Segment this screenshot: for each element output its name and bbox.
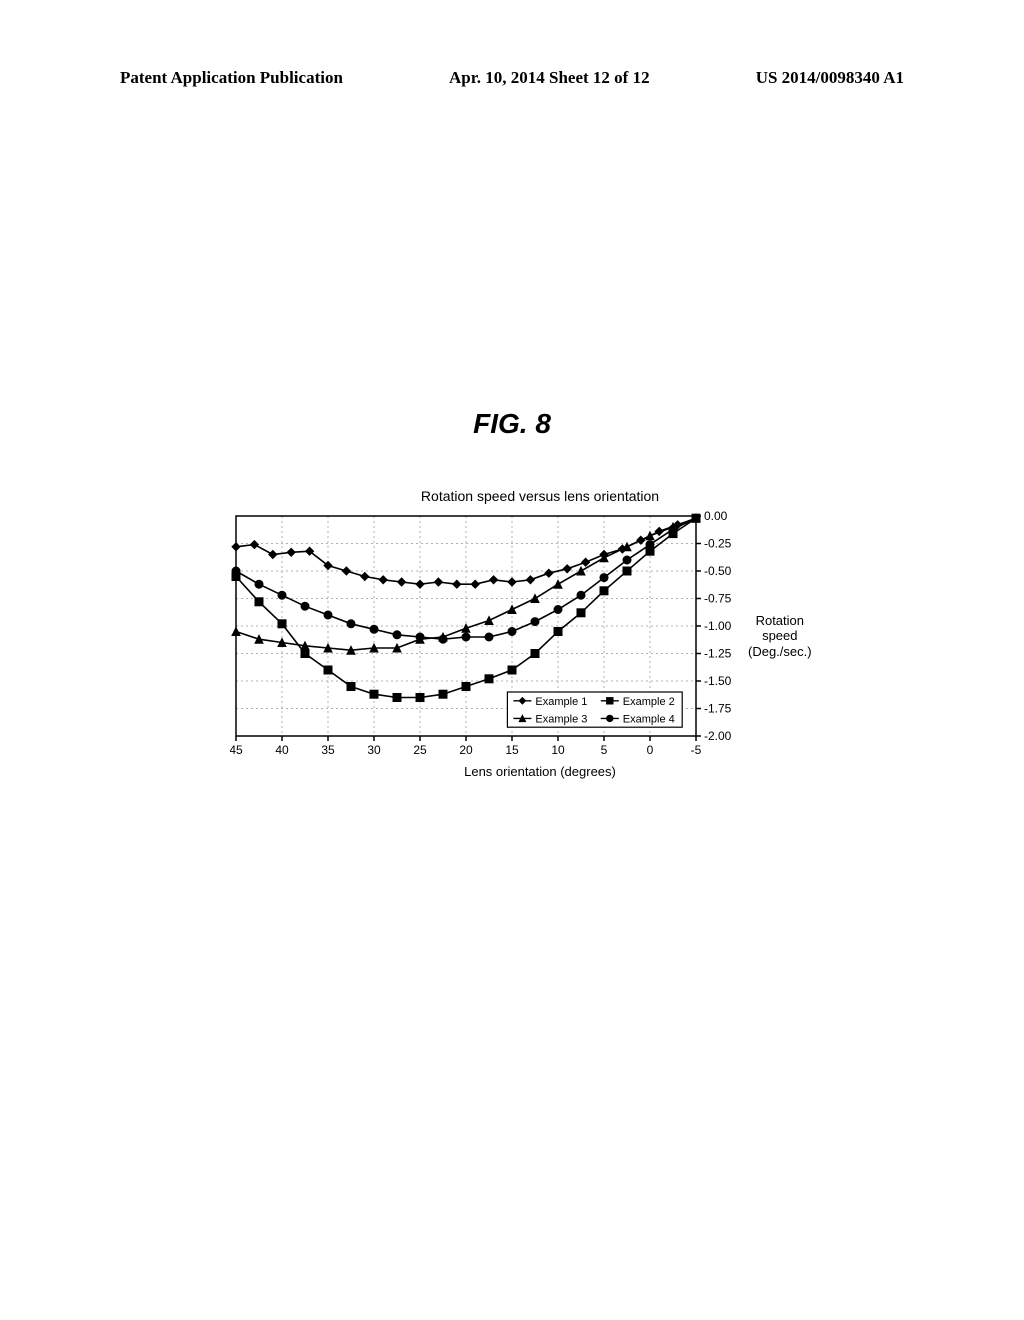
svg-text:-1.75: -1.75 (704, 702, 732, 716)
svg-text:-1.50: -1.50 (704, 674, 732, 688)
ylabel-line-2: (Deg./sec.) (748, 644, 812, 660)
svg-text:30: 30 (367, 743, 381, 757)
header-center: Apr. 10, 2014 Sheet 12 of 12 (449, 68, 650, 88)
svg-text:-1.00: -1.00 (704, 619, 732, 633)
svg-text:Example 3: Example 3 (535, 713, 587, 725)
svg-text:15: 15 (505, 743, 519, 757)
svg-text:10: 10 (551, 743, 565, 757)
svg-text:45: 45 (230, 743, 243, 757)
svg-text:-1.25: -1.25 (704, 647, 732, 661)
header-left: Patent Application Publication (120, 68, 343, 88)
chart-title: Rotation speed versus lens orientation (230, 488, 850, 504)
svg-text:Example 1: Example 1 (535, 696, 587, 708)
chart-ylabel: Rotation speed (Deg./sec.) (748, 613, 812, 660)
svg-text:Example 4: Example 4 (623, 713, 675, 725)
figure-label: FIG. 8 (0, 408, 1024, 440)
svg-text:-5: -5 (691, 743, 702, 757)
svg-text:-0.25: -0.25 (704, 537, 732, 551)
svg-text:Example 2: Example 2 (623, 696, 675, 708)
chart-plot: 0.00 -0.25 -0.50 -0.75 -1.00 -1.25 -1.50 -1.75 -… (230, 510, 742, 762)
ylabel-line-0: Rotation (748, 613, 812, 629)
ylabel-line-1: speed (748, 628, 812, 644)
svg-text:20: 20 (459, 743, 473, 757)
svg-text:40: 40 (275, 743, 289, 757)
svg-text:5: 5 (601, 743, 608, 757)
chart-container: Rotation speed versus lens orientation 0… (230, 488, 850, 779)
svg-text:0.00: 0.00 (704, 510, 728, 523)
svg-text:0: 0 (647, 743, 654, 757)
header-right: US 2014/0098340 A1 (756, 68, 904, 88)
svg-text:-0.50: -0.50 (704, 564, 732, 578)
page-header: Patent Application Publication Apr. 10, … (0, 68, 1024, 88)
svg-text:35: 35 (321, 743, 335, 757)
chart-xlabel: Lens orientation (degrees) (230, 764, 850, 779)
svg-text:-0.75: -0.75 (704, 592, 732, 606)
svg-text:-2.00: -2.00 (704, 729, 732, 743)
svg-text:25: 25 (413, 743, 427, 757)
